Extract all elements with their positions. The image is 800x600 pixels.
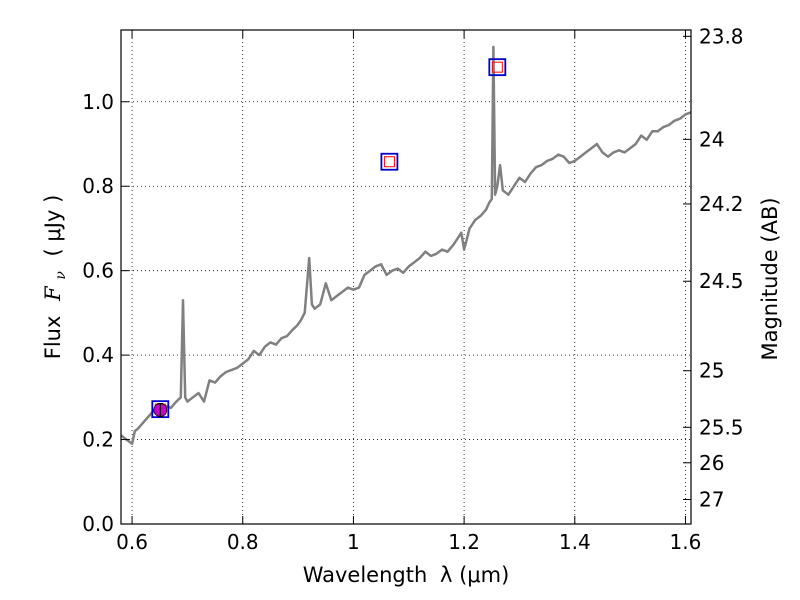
photometry-square-marker xyxy=(380,152,399,171)
y2-tick-label: 24 xyxy=(699,127,724,151)
y-axis-label-text: Flux xyxy=(41,316,65,360)
y2-tick-label: 24.2 xyxy=(699,192,744,216)
y-axis-label: Flux F ν ( μJy ) xyxy=(41,195,70,360)
photometry-square-marker xyxy=(151,400,170,419)
y2-tick-label: 25.5 xyxy=(699,415,744,439)
ticks xyxy=(121,30,691,525)
y-tick-label: 0.2 xyxy=(82,428,114,452)
model-square-marker xyxy=(491,61,503,73)
y-tick-label: 0.6 xyxy=(82,259,114,283)
y-axis-label-math: F xyxy=(41,285,65,302)
y2-tick-labels: 23.8 24 24.2 24.5 25 25.5 26 27 xyxy=(699,24,744,511)
series-group xyxy=(121,45,691,446)
y2-tick-label: 25 xyxy=(699,359,724,383)
y-tick-label: 0.4 xyxy=(82,343,114,367)
y-tick-labels: 0.0 0.2 0.4 0.6 0.8 1.0 xyxy=(82,90,114,536)
y2-tick-label: 27 xyxy=(699,488,724,512)
spectrum-line xyxy=(121,45,691,446)
y-tick-label: 0.8 xyxy=(82,174,114,198)
x-tick-label: 0.6 xyxy=(116,530,148,554)
x-tick-label: 1.6 xyxy=(670,530,702,554)
y-axis-label-units: ( μJy ) xyxy=(41,195,65,257)
y2-tick-label: 23.8 xyxy=(699,24,744,48)
y2-tick-label: 26 xyxy=(699,451,724,475)
x-tick-label: 1.2 xyxy=(448,530,480,554)
x-tick-label: 1 xyxy=(347,530,360,554)
x-axis-label: Wavelength λ (μm) xyxy=(303,563,510,587)
x-axis-label-math: λ (μm) xyxy=(440,563,509,587)
model-square-marker xyxy=(383,156,395,168)
x-axis-label-text: Wavelength xyxy=(303,563,428,587)
plot-frame xyxy=(120,29,692,525)
y2-tick-label: 24.5 xyxy=(699,269,744,293)
x-tick-label: 1.4 xyxy=(559,530,591,554)
y-tick-label: 0.0 xyxy=(82,512,114,536)
x-tick-labels: 0.6 0.8 1 1.2 1.4 1.6 xyxy=(116,530,701,554)
plot-area xyxy=(121,45,691,446)
y-axis-label-subscript: ν xyxy=(53,271,69,280)
x-tick-label: 0.8 xyxy=(227,530,259,554)
y2-axis-label: Magnitude (AB) xyxy=(758,197,782,360)
photometry-square-marker xyxy=(488,58,507,77)
y-tick-label: 1.0 xyxy=(82,90,114,114)
